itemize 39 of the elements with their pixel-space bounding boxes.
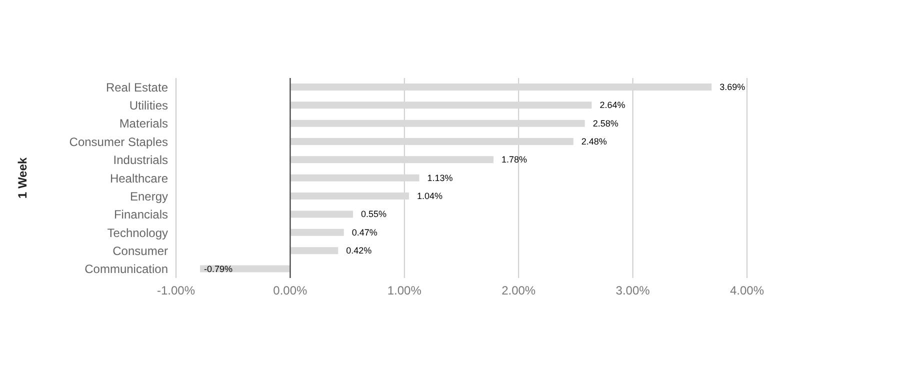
y-tick-label: Materials bbox=[119, 116, 168, 131]
data-label: 0.47% bbox=[352, 227, 378, 238]
y-tick-label: Financials bbox=[114, 208, 168, 222]
bar bbox=[290, 83, 712, 90]
data-label: 3.69% bbox=[720, 82, 746, 92]
y-tick-label: Utilities bbox=[129, 98, 168, 113]
y-tick-label: Communication bbox=[84, 262, 168, 276]
data-label: 2.48% bbox=[581, 136, 607, 146]
bar bbox=[290, 247, 338, 254]
y-tick-label: Consumer bbox=[112, 244, 168, 258]
bar bbox=[290, 120, 585, 127]
bar bbox=[290, 174, 420, 182]
x-tick-label: 1.00% bbox=[387, 284, 422, 298]
bar bbox=[290, 138, 574, 145]
bar bbox=[290, 102, 592, 109]
y-axis-title: 1 Week bbox=[15, 157, 30, 199]
data-label: 1.13% bbox=[427, 172, 453, 183]
data-label: 1.04% bbox=[416, 191, 442, 202]
x-tick-label: 2.00% bbox=[502, 284, 536, 298]
y-tick-label: Real Estate bbox=[106, 80, 168, 94]
x-tick-label: -1.00% bbox=[156, 284, 196, 298]
y-tick-label: Industrials bbox=[113, 153, 168, 168]
y-tick-label: Healthcare bbox=[110, 171, 168, 186]
x-tick-label: 0.00% bbox=[273, 284, 308, 298]
data-label: 1.78% bbox=[501, 154, 528, 165]
bar bbox=[290, 192, 409, 200]
x-tick-label: 4.00% bbox=[730, 284, 764, 298]
data-label: 2.64% bbox=[600, 100, 626, 110]
bar bbox=[290, 228, 344, 236]
y-tick-label: Consumer Staples bbox=[69, 134, 168, 149]
data-label: 0.55% bbox=[361, 209, 387, 220]
data-label: 0.42% bbox=[346, 246, 372, 256]
data-label: -0.79% bbox=[204, 264, 233, 274]
x-tick-label: 3.00% bbox=[616, 284, 650, 298]
bar bbox=[290, 156, 494, 164]
bar bbox=[290, 210, 354, 218]
data-label: 2.58% bbox=[592, 118, 618, 128]
y-tick-label: Technology bbox=[107, 226, 168, 240]
y-tick-label: Energy bbox=[130, 189, 168, 204]
